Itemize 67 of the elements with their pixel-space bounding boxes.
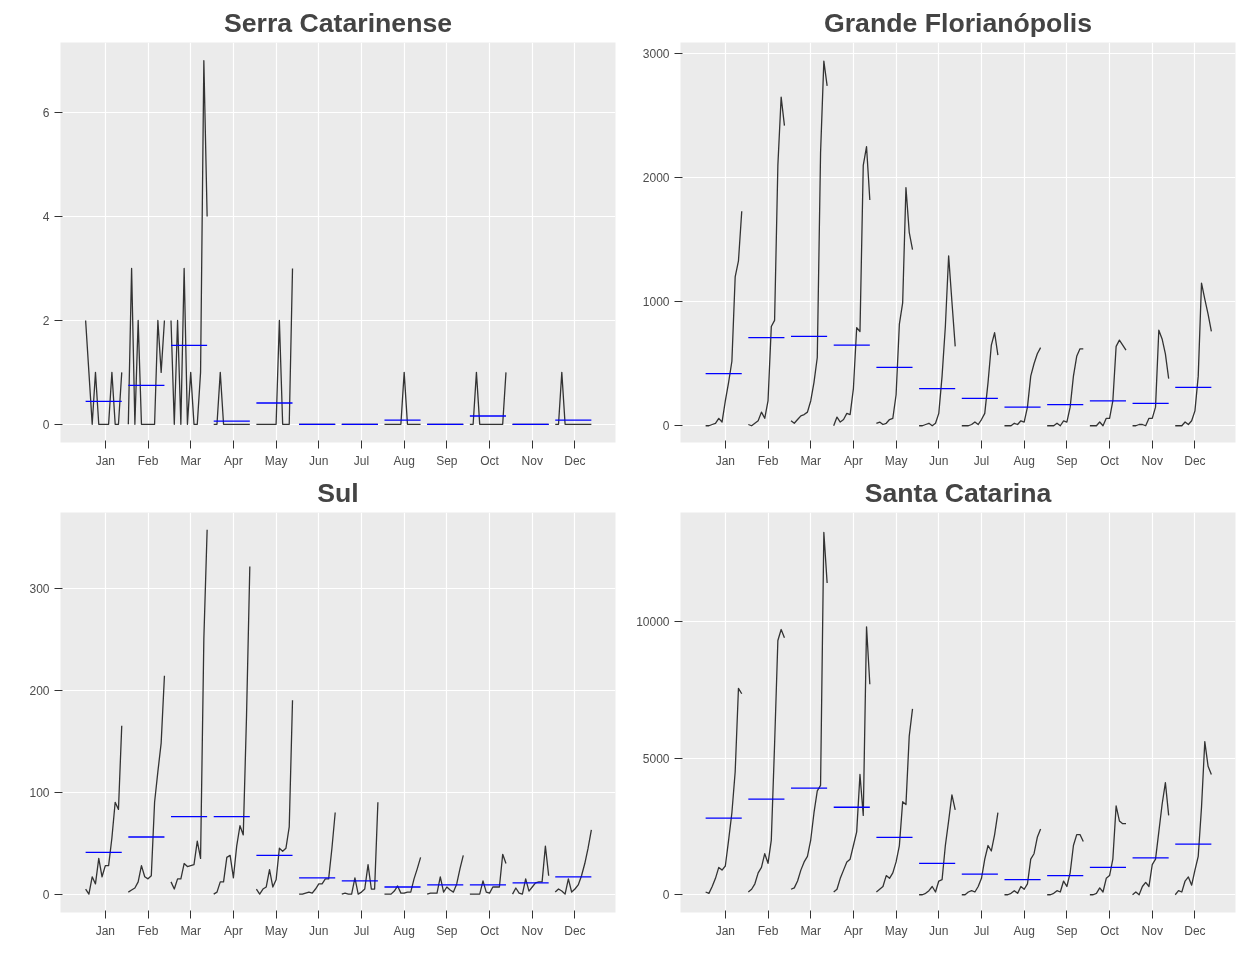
x-tick-label: Apr (224, 923, 243, 938)
x-tick-label: Dec (564, 923, 586, 938)
x-tick-label: May (264, 923, 288, 938)
x-tick-label: Sep (1056, 923, 1078, 938)
x-tick-label: Sep (1056, 453, 1078, 468)
x-tick-label: Nov (521, 453, 543, 468)
x-tick-label: Mar (800, 453, 822, 468)
x-tick-label: Mar (800, 923, 822, 938)
x-tick-label: Jan (95, 923, 116, 938)
y-tick-label: 5000 (642, 751, 670, 766)
x-tick-label: May (884, 453, 908, 468)
x-tick-label: Dec (564, 453, 586, 468)
y-tick-label: 10000 (636, 614, 670, 629)
y-tick-label: 0 (42, 887, 50, 902)
x-tick-label: Jun (309, 923, 329, 938)
x-tick-label: Jul (353, 453, 370, 468)
x-tick-label: Jul (973, 453, 990, 468)
x-tick-label: Oct (1100, 453, 1120, 468)
x-tick-label: Jan (715, 453, 736, 468)
x-tick-label: Feb (757, 453, 779, 468)
y-tick-label: 2000 (642, 171, 670, 186)
y-tick-label: 0 (662, 419, 670, 434)
x-tick-label: Oct (480, 453, 500, 468)
x-tick-label: Jun (309, 453, 329, 468)
x-tick-label: Feb (757, 923, 779, 938)
x-tick-label: Sep (436, 923, 458, 938)
x-tick-label: Nov (1141, 923, 1163, 938)
chart-title: Grande Florianópolis (823, 7, 1093, 38)
x-tick-label: Mar (180, 453, 202, 468)
x-tick-label: May (884, 923, 908, 938)
y-tick-label: 3000 (642, 47, 670, 62)
x-tick-label: Jul (973, 923, 990, 938)
y-tick-label: 1000 (642, 295, 670, 310)
x-tick-label: Dec (1184, 453, 1206, 468)
chart-title: Santa Catarina (864, 477, 1052, 508)
chart-title: Serra Catarinense (223, 7, 453, 38)
chart-title: Sul (317, 477, 359, 508)
x-tick-label: Nov (1141, 453, 1163, 468)
y-tick-label: 100 (29, 785, 50, 800)
x-tick-label: Apr (844, 923, 863, 938)
x-tick-label: Sep (436, 453, 458, 468)
x-tick-label: Aug (393, 453, 415, 468)
x-tick-label: Feb (137, 453, 159, 468)
x-tick-label: Jun (929, 453, 949, 468)
x-tick-label: Jan (95, 453, 116, 468)
x-tick-label: Jan (715, 923, 736, 938)
x-tick-label: Oct (480, 923, 500, 938)
x-tick-label: Dec (1184, 923, 1206, 938)
x-tick-label: Aug (1013, 453, 1035, 468)
x-tick-label: Oct (1100, 923, 1120, 938)
y-tick-label: 200 (29, 683, 50, 698)
x-tick-label: Apr (844, 453, 863, 468)
x-tick-label: Feb (137, 923, 159, 938)
y-tick-label: 6 (42, 106, 50, 121)
x-tick-label: Aug (1013, 923, 1035, 938)
y-tick-label: 0 (42, 417, 50, 432)
x-tick-label: Aug (393, 923, 415, 938)
x-tick-label: Mar (180, 923, 202, 938)
y-tick-label: 2 (42, 313, 50, 328)
y-tick-label: 300 (29, 581, 50, 596)
x-tick-label: May (264, 453, 288, 468)
y-tick-label: 4 (42, 210, 50, 225)
x-tick-label: Jun (929, 923, 949, 938)
x-tick-label: Jul (353, 923, 370, 938)
y-tick-label: 0 (662, 888, 670, 903)
x-tick-label: Nov (521, 923, 543, 938)
x-tick-label: Apr (224, 453, 243, 468)
